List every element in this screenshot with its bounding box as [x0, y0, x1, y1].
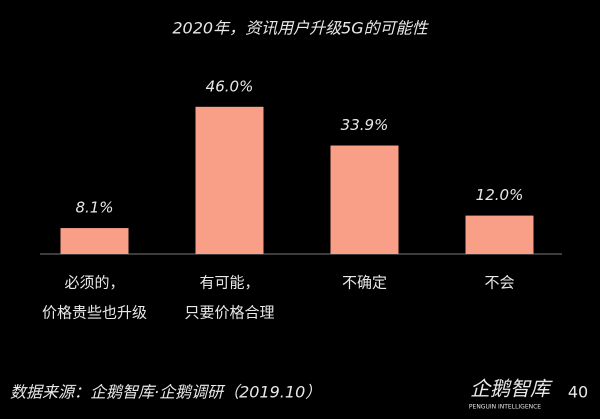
value-label: 46.0%	[206, 77, 254, 95]
x-tick-label: 有可能，	[199, 274, 259, 292]
value-label: 33.9%	[341, 116, 389, 134]
chart-title: 2020年，资讯用户升级5G的可能性	[172, 19, 429, 38]
page-number: 40	[568, 383, 588, 402]
value-label: 8.1%	[75, 199, 113, 217]
logo-sub: PENGUIN INTELLIGENCE	[469, 404, 541, 411]
logo: 企鹅智库	[470, 377, 553, 401]
bar	[195, 106, 264, 254]
x-tick-label: 不会	[484, 274, 514, 292]
bar	[465, 215, 534, 254]
value-label: 12.0%	[476, 186, 524, 204]
x-tick-label: 价格贵些也升级	[42, 304, 147, 322]
source: 数据来源：企鹅智库·企鹅调研（2019.10）	[10, 383, 321, 402]
bar	[330, 145, 399, 254]
x-tick-label: 不确定	[342, 274, 387, 292]
bar	[60, 228, 129, 254]
x-tick-label: 必须的，	[64, 274, 124, 292]
x-tick-label: 只要价格合理	[184, 304, 274, 322]
